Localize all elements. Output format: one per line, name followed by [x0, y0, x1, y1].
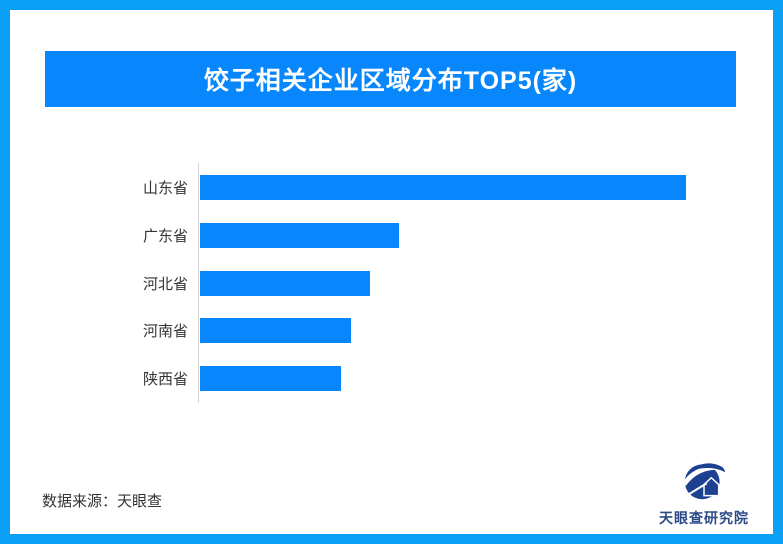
bar-row: 广东省 [10, 212, 760, 260]
bar [200, 175, 686, 201]
tianyancha-logo-text: 天眼查研究院 [659, 510, 749, 526]
bar [200, 270, 370, 296]
category-label: 河南省 [142, 323, 188, 341]
bar-row: 陕西省 [10, 355, 760, 403]
category-label: 河北省 [142, 275, 188, 293]
tianyancha-logo: 天眼查研究院 [644, 458, 764, 528]
category-label: 陕西省 [142, 371, 188, 389]
bar [200, 223, 399, 249]
category-label: 山东省 [142, 180, 188, 198]
chart-title: 饺子相关企业区域分布TOP5(家) [203, 67, 578, 95]
category-label: 广东省 [142, 228, 188, 246]
bar-rows: 山东省广东省河北省河南省陕西省 [10, 164, 760, 402]
bar-row: 河南省 [10, 307, 760, 355]
bar-row: 河北省 [10, 259, 760, 307]
chart-title-banner: 饺子相关企业区域分布TOP5(家) [45, 51, 736, 107]
bar [200, 366, 341, 392]
data-source-label: 数据来源：天眼查 [42, 493, 163, 510]
y-axis-line [198, 163, 199, 403]
bar-row: 山东省 [10, 164, 760, 212]
bar [200, 318, 351, 344]
tianyancha-logo-icon [683, 463, 726, 500]
